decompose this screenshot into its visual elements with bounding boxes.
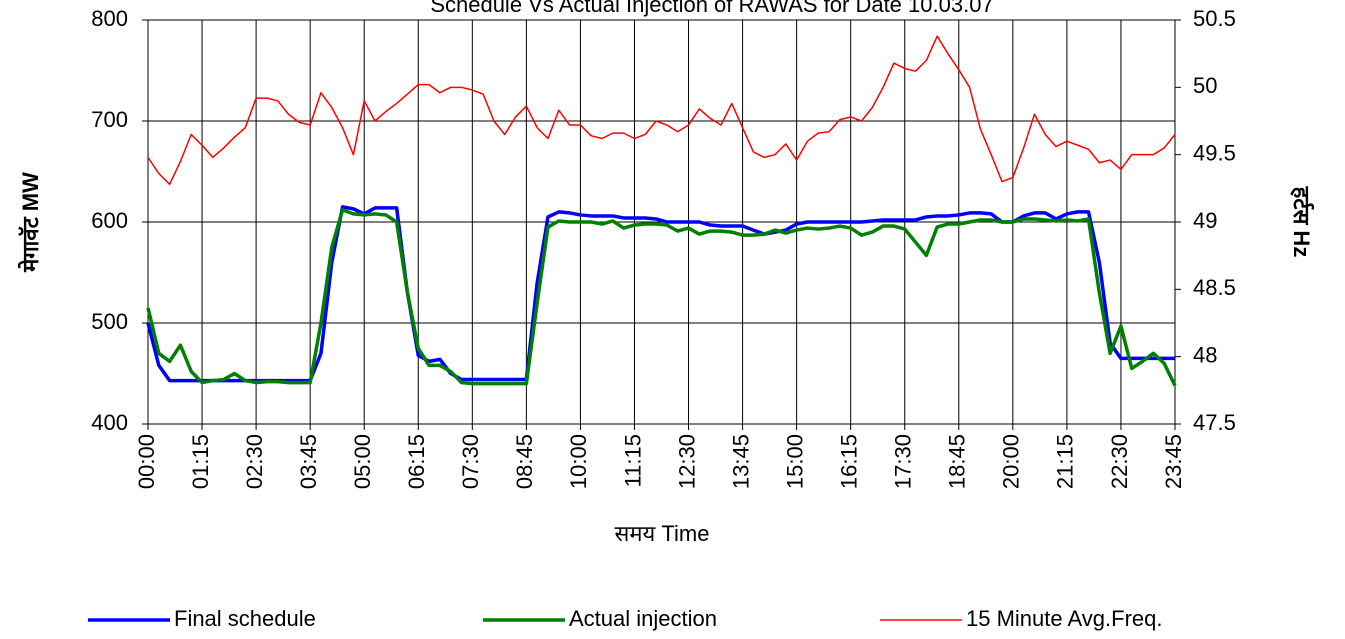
y2-axis-label: हर्टस Hz xyxy=(1289,186,1315,258)
x-tick-label: 02:30 xyxy=(242,434,267,489)
x-tick-label: 18:45 xyxy=(945,434,970,489)
y-axis-label: मेगावॅट MW xyxy=(17,172,43,273)
x-tick-label: 22:30 xyxy=(1107,434,1132,489)
y-tick-label: 500 xyxy=(91,309,128,334)
chart-title: Schedule Vs Actual Injection of RAWAS fo… xyxy=(430,0,993,17)
y2-tick-label: 48 xyxy=(1193,342,1217,367)
y-tick-label: 700 xyxy=(91,107,128,132)
legend-label: 15 Minute Avg.Freq. xyxy=(966,606,1163,631)
x-tick-label: 10:00 xyxy=(566,434,591,489)
x-tick-label: 08:45 xyxy=(512,434,537,489)
y-tick-label: 800 xyxy=(91,6,128,31)
x-tick-label: 01:15 xyxy=(188,434,213,489)
x-tick-label: 03:45 xyxy=(296,434,321,489)
x-tick-label: 15:00 xyxy=(782,434,807,489)
y2-tick-label: 47.5 xyxy=(1193,410,1236,435)
series-line xyxy=(146,208,1177,387)
x-tick-label: 16:15 xyxy=(836,434,861,489)
y2-tick-label: 49 xyxy=(1193,208,1217,233)
y2-tick-label: 50.5 xyxy=(1193,6,1236,31)
x-tick-label: 11:15 xyxy=(620,434,645,487)
plot-frame xyxy=(147,19,1176,425)
y-tick-label: 400 xyxy=(91,410,128,435)
x-tick-label: 05:00 xyxy=(350,434,375,489)
y2-tick-label: 50 xyxy=(1193,73,1217,98)
series-line xyxy=(147,35,1176,186)
x-axis-label: समय Time xyxy=(615,521,710,546)
x-tick-label: 00:00 xyxy=(134,434,159,489)
y2-tick-label: 49.5 xyxy=(1193,140,1236,165)
x-tick-label: 23:45 xyxy=(1161,434,1186,489)
x-tick-label: 17:30 xyxy=(891,434,916,489)
y-tick-label: 600 xyxy=(91,208,128,233)
x-tick-label: 13:45 xyxy=(728,434,753,489)
legend-label: Actual injection xyxy=(569,606,717,631)
x-tick-label: 06:15 xyxy=(404,434,429,489)
x-tick-label: 07:30 xyxy=(458,434,483,489)
legend-label: Final schedule xyxy=(174,606,316,631)
x-tick-label: 20:00 xyxy=(999,434,1024,489)
x-tick-label: 21:15 xyxy=(1053,434,1078,489)
y2-tick-label: 48.5 xyxy=(1193,275,1236,300)
x-tick-label: 12:30 xyxy=(674,434,699,489)
series-line xyxy=(146,205,1175,383)
